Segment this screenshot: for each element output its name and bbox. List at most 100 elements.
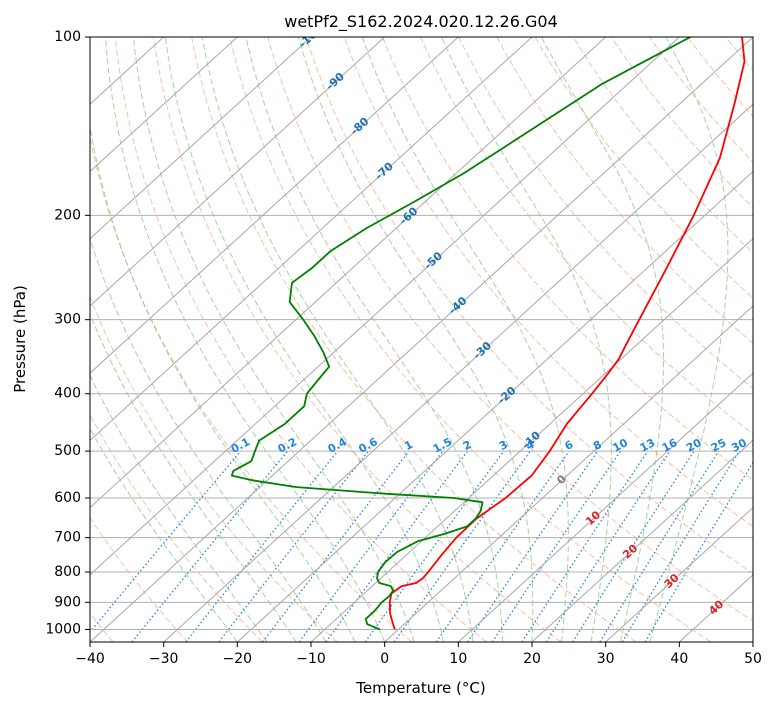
dry-adiabat (343, 37, 753, 528)
x-tick-label: 50 (744, 651, 762, 667)
isotherm-gridline (531, 439, 753, 642)
y-tick-label: 600 (54, 490, 81, 506)
x-tick-label: 30 (597, 651, 615, 667)
dry-adiabat (191, 37, 637, 642)
x-tick-label: −10 (296, 651, 326, 667)
isotherm-gridline (90, 37, 607, 509)
moist-adiabat (164, 37, 445, 642)
moist-adiabat (90, 312, 297, 642)
y-tick-label: 700 (54, 530, 81, 546)
moist-adiabat (90, 236, 327, 642)
mixing-ratio-line (218, 450, 369, 642)
y-tick-label: 900 (54, 594, 81, 610)
isotherm-gridline (90, 37, 459, 374)
isotherm-gridline (90, 37, 680, 576)
y-axis: 1000 900 800 700 600 500 400 300 200 100 (45, 29, 90, 637)
dry-adiabat (153, 37, 562, 642)
mixing-ratio-line (262, 450, 410, 642)
dry-adiabat (90, 134, 413, 642)
moist-adiabat (649, 37, 729, 642)
mixing-ratio-line (545, 450, 671, 642)
moist-adiabat (297, 37, 534, 642)
moist-adiabat (90, 427, 238, 642)
mixing-ratio-label: 20 (684, 436, 704, 455)
dry-adiabat (649, 37, 753, 163)
y-axis-title: Pressure (hPa) (11, 285, 29, 393)
dry-adiabat (305, 37, 753, 575)
pressure-gridlines (90, 37, 753, 630)
plot-frame (89, 36, 754, 643)
isotherm-gridline (236, 170, 753, 642)
mixing-ratio-line (393, 450, 531, 642)
plot-area: -100-90-80-70-60-50-40-30-20-10010203040… (90, 37, 770, 642)
y-tick-label: 500 (54, 443, 81, 459)
mixing-ratio-line (572, 450, 695, 642)
y-tick-label: 800 (54, 564, 81, 580)
chart-title: wetPf2_S162.2024.020.12.26.G04 (284, 12, 558, 32)
isotherm-gridline (90, 37, 386, 307)
dry-adiabat (90, 295, 338, 642)
mixing-ratio-line (90, 450, 242, 634)
isotherm-gridline (457, 372, 753, 642)
moist-adiabat (90, 374, 268, 642)
x-tick-label: 20 (523, 651, 541, 667)
dry-adiabat (534, 37, 753, 299)
y-tick-label: 400 (54, 386, 81, 402)
moist-adiabat (361, 37, 569, 642)
mixing-ratio-line (644, 461, 753, 642)
x-tick-label: −30 (149, 651, 179, 667)
isotherm-gridline (90, 37, 753, 642)
dry-adiabat (381, 37, 753, 481)
isotherm-gridline (384, 305, 753, 642)
y-tick-label: 200 (54, 207, 81, 223)
mixing-ratio-label: 36 (750, 436, 770, 455)
y-tick-label: 300 (54, 312, 81, 328)
mixing-ratio-lines (90, 450, 753, 642)
isotherm-gridline (90, 37, 533, 442)
mixing-ratio-label: 16 (660, 436, 680, 455)
dry-adiabat (496, 37, 753, 344)
mixing-ratio-line (131, 450, 289, 642)
x-tick-label: −20 (223, 651, 253, 667)
moist-adiabat (245, 37, 503, 642)
isotherm-gridlines (90, 37, 753, 642)
mixing-ratio-line (185, 450, 339, 642)
mixing-ratio-label: 13 (638, 436, 658, 455)
sounding-series (230, 37, 746, 631)
mixing-ratio-line (466, 450, 599, 642)
dry-adiabat (90, 516, 189, 642)
moist-adiabat (441, 37, 612, 642)
dry-adiabat (610, 37, 753, 209)
y-tick-label: 100 (54, 29, 81, 45)
temperature-line (388, 37, 746, 630)
isotherm-gridline (310, 237, 753, 642)
moist-adiabat (201, 37, 474, 642)
moist-adiabat (540, 37, 664, 642)
mixing-ratio-label: 10 (610, 436, 630, 455)
dry-adiabat (229, 37, 711, 642)
dry-adiabats (90, 37, 753, 642)
mixing-ratio-label: 30 (729, 436, 749, 455)
isotherm-gridline (605, 506, 753, 642)
y-tick-label: 1000 (45, 621, 81, 637)
isotherm-gridline (90, 37, 238, 173)
isotherm-gridline (163, 103, 753, 642)
x-tick-label: 10 (449, 651, 467, 667)
isotherm-gridline (90, 37, 312, 240)
moist-adiabats (90, 37, 729, 642)
dry-adiabat (267, 37, 753, 622)
x-tick-label: 0 (380, 651, 389, 667)
moist-adiabat (90, 123, 356, 642)
mixing-ratio-label: 25 (709, 436, 729, 455)
x-tick-label: 40 (670, 651, 688, 667)
x-axis-title: Temperature (°C) (355, 679, 485, 697)
dewpoint-line (230, 37, 691, 631)
dry-adiabat (90, 413, 263, 642)
x-axis: −40 −30 −20 −10 0 10 20 30 40 50 (75, 642, 762, 667)
mixing-ratio-line (364, 450, 505, 642)
dry-adiabat (572, 37, 753, 254)
dry-adiabat (114, 37, 487, 642)
mixing-ratio-line (599, 450, 720, 642)
